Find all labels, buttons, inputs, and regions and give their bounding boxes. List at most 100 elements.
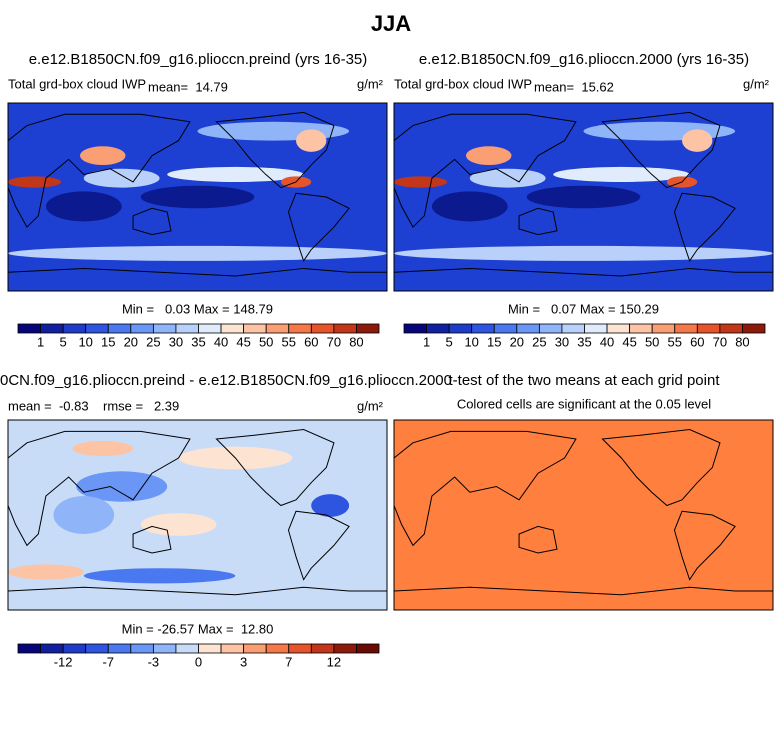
colorbar-box: [310, 323, 335, 334]
colorbar-box: [288, 323, 312, 334]
colorbar-box: [448, 323, 473, 334]
colorbar-box: [742, 323, 766, 334]
map: [394, 420, 773, 610]
colorbar-box: [426, 323, 450, 334]
colorbar-label: 25: [532, 334, 546, 349]
colorbar-box: [107, 323, 132, 334]
field-blob: [469, 168, 546, 188]
colorbar-box: [175, 323, 199, 334]
colorbar-label: 60: [690, 334, 704, 349]
field-blob: [197, 121, 350, 141]
colorbar-box: [220, 643, 245, 654]
coastline: [215, 111, 335, 189]
map-frame: [7, 419, 388, 611]
coastline: [673, 510, 736, 581]
field-blob: [394, 245, 773, 261]
colorbar-label: 20: [124, 334, 138, 349]
colorbar-box: [175, 643, 199, 654]
units-label: g/m²: [357, 398, 384, 413]
colorbar-box: [85, 323, 109, 334]
colorbar-box: [288, 643, 312, 654]
coastline: [287, 510, 350, 581]
colorbar-box: [107, 643, 132, 654]
colorbar-label: -7: [102, 654, 114, 669]
coastline: [673, 192, 736, 263]
mean-label: mean= 15.62: [534, 79, 614, 94]
field-blob: [45, 191, 122, 222]
colorbar-label: 40: [600, 334, 614, 349]
colorbar-label: -12: [54, 654, 73, 669]
colorbar-label: 55: [668, 334, 682, 349]
colorbar-label: 40: [214, 334, 228, 349]
colorbar-box: [152, 323, 177, 334]
field-blob: [583, 121, 736, 141]
colorbar-label: 50: [259, 334, 273, 349]
colorbar-box: [17, 323, 41, 334]
field-blob: [466, 146, 512, 166]
colorbar-box: [265, 643, 290, 654]
colorbar-label: 50: [645, 334, 659, 349]
map-frame: [7, 102, 388, 292]
colorbar-label: -3: [148, 654, 160, 669]
coastline: [132, 525, 172, 554]
colorbar-box: [561, 323, 585, 334]
colorbar-box: [538, 323, 563, 334]
colorbar-label: 70: [713, 334, 727, 349]
coastline: [601, 428, 721, 507]
field-blob: [431, 191, 508, 222]
coastline: [518, 525, 558, 554]
colorbar-label: 35: [577, 334, 591, 349]
coastline: [394, 430, 577, 547]
colorbar-label: 35: [191, 334, 205, 349]
field-blob: [526, 185, 641, 209]
field-blob: [8, 564, 84, 580]
map-background: [394, 420, 773, 610]
map: [8, 103, 387, 291]
colorbar-label: 30: [169, 334, 183, 349]
colorbar-label: 55: [282, 334, 296, 349]
colorbar-label: 1: [37, 334, 44, 349]
coastline: [215, 428, 335, 507]
field-blob: [83, 168, 160, 188]
colorbar-box: [356, 323, 380, 334]
units-label: g/m²: [357, 76, 384, 91]
units-label: g/m²: [743, 76, 770, 91]
colorbar-box: [130, 643, 154, 654]
colorbar-box: [333, 323, 357, 334]
colorbar-label: 45: [236, 334, 250, 349]
coastline: [287, 192, 350, 263]
coastline: [8, 430, 191, 547]
colorbar-box: [220, 323, 245, 334]
colorbar-label: 10: [78, 334, 92, 349]
colorbar-box: [85, 643, 109, 654]
colorbar-box: [40, 643, 64, 654]
colorbar-label: 5: [446, 334, 453, 349]
colorbar-label: 30: [555, 334, 569, 349]
colorbar-label: 5: [60, 334, 67, 349]
field-blob: [140, 513, 217, 536]
colorbar-label: 3: [240, 654, 247, 669]
coastline: [8, 586, 387, 596]
field-blob: [53, 496, 115, 534]
colorbar-box: [606, 323, 631, 334]
panel-title: 0CN.f09_g16.plioccn.preind - e.e12.B1850…: [0, 372, 452, 389]
colorbar-box: [719, 323, 743, 334]
colorbar-label: 45: [622, 334, 636, 349]
field-blob: [76, 471, 168, 502]
colorbar-box: [584, 323, 608, 334]
field-blob: [8, 176, 62, 188]
colorbar-box: [356, 643, 380, 654]
colorbar-box: [629, 323, 653, 334]
colorbar-label: 15: [101, 334, 115, 349]
colorbar-label: 70: [327, 334, 341, 349]
min-max-label: Min = 0.03 Max = 148.79: [122, 301, 273, 316]
coastline: [518, 207, 558, 236]
map-frame: [393, 419, 774, 611]
coastline: [132, 207, 172, 236]
colorbar-box: [198, 643, 222, 654]
field-blob: [394, 176, 448, 188]
map: [394, 103, 773, 291]
colorbar-label: 12: [327, 654, 341, 669]
colorbar-box: [130, 323, 154, 334]
